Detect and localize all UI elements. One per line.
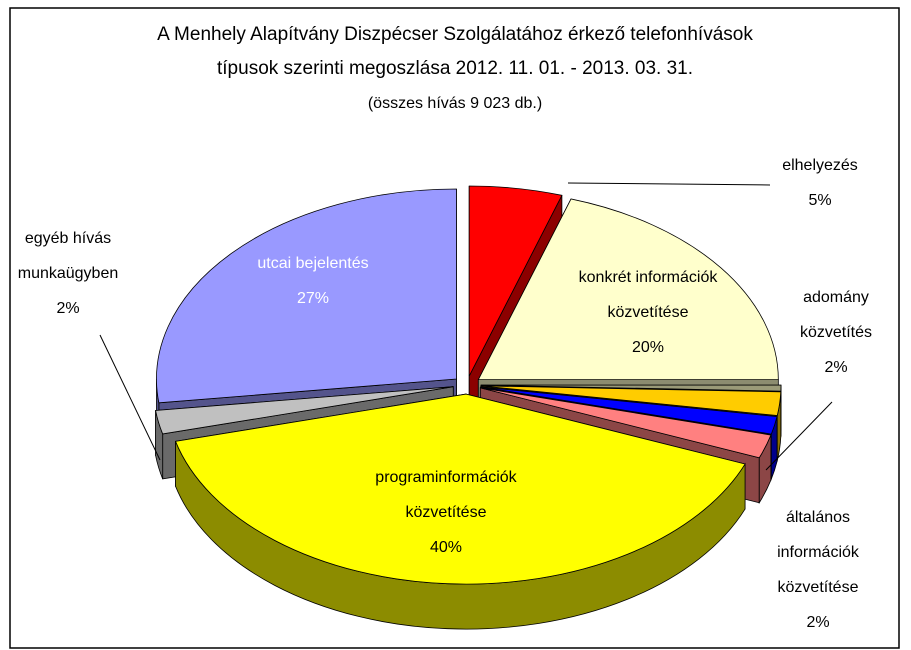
slice-value-label: 27%	[297, 290, 329, 307]
slice-value-label: 2%	[806, 614, 829, 631]
slice	[480, 385, 782, 417]
chart-title: A Menhely Alapítvány Diszpécser Szolgála…	[157, 24, 753, 79]
slice-label: elhelyezés	[782, 157, 858, 174]
slice-value-label: 2%	[824, 359, 847, 376]
slice-label: adomány közvetítés	[800, 289, 872, 341]
slice	[480, 387, 772, 459]
slice	[174, 393, 746, 585]
leader-line	[567, 182, 771, 186]
slice-label: utcai bejelentés	[257, 255, 368, 272]
slice-value-label: 20%	[632, 339, 664, 356]
slice-label: egyéb hívás munkaügyben	[18, 230, 119, 282]
slice	[468, 185, 563, 377]
slice-label: általános információk közvetítése	[777, 509, 860, 596]
slice	[155, 386, 454, 435]
slice	[477, 198, 779, 381]
slice-value-label: 40%	[430, 539, 462, 556]
slice	[480, 386, 778, 435]
leader-line	[99, 334, 161, 461]
slice-label: programinformációk közvetítése	[375, 469, 517, 521]
leader-line	[765, 401, 833, 471]
slice	[156, 188, 457, 404]
slice-label: konkrét információk közvetítése	[579, 269, 719, 321]
slice	[480, 384, 782, 392]
slice-value-label: 2%	[56, 300, 79, 317]
slice-value-label: 5%	[808, 192, 831, 209]
chart-subtitle: (összes hívás 9 023 db.)	[368, 95, 542, 112]
